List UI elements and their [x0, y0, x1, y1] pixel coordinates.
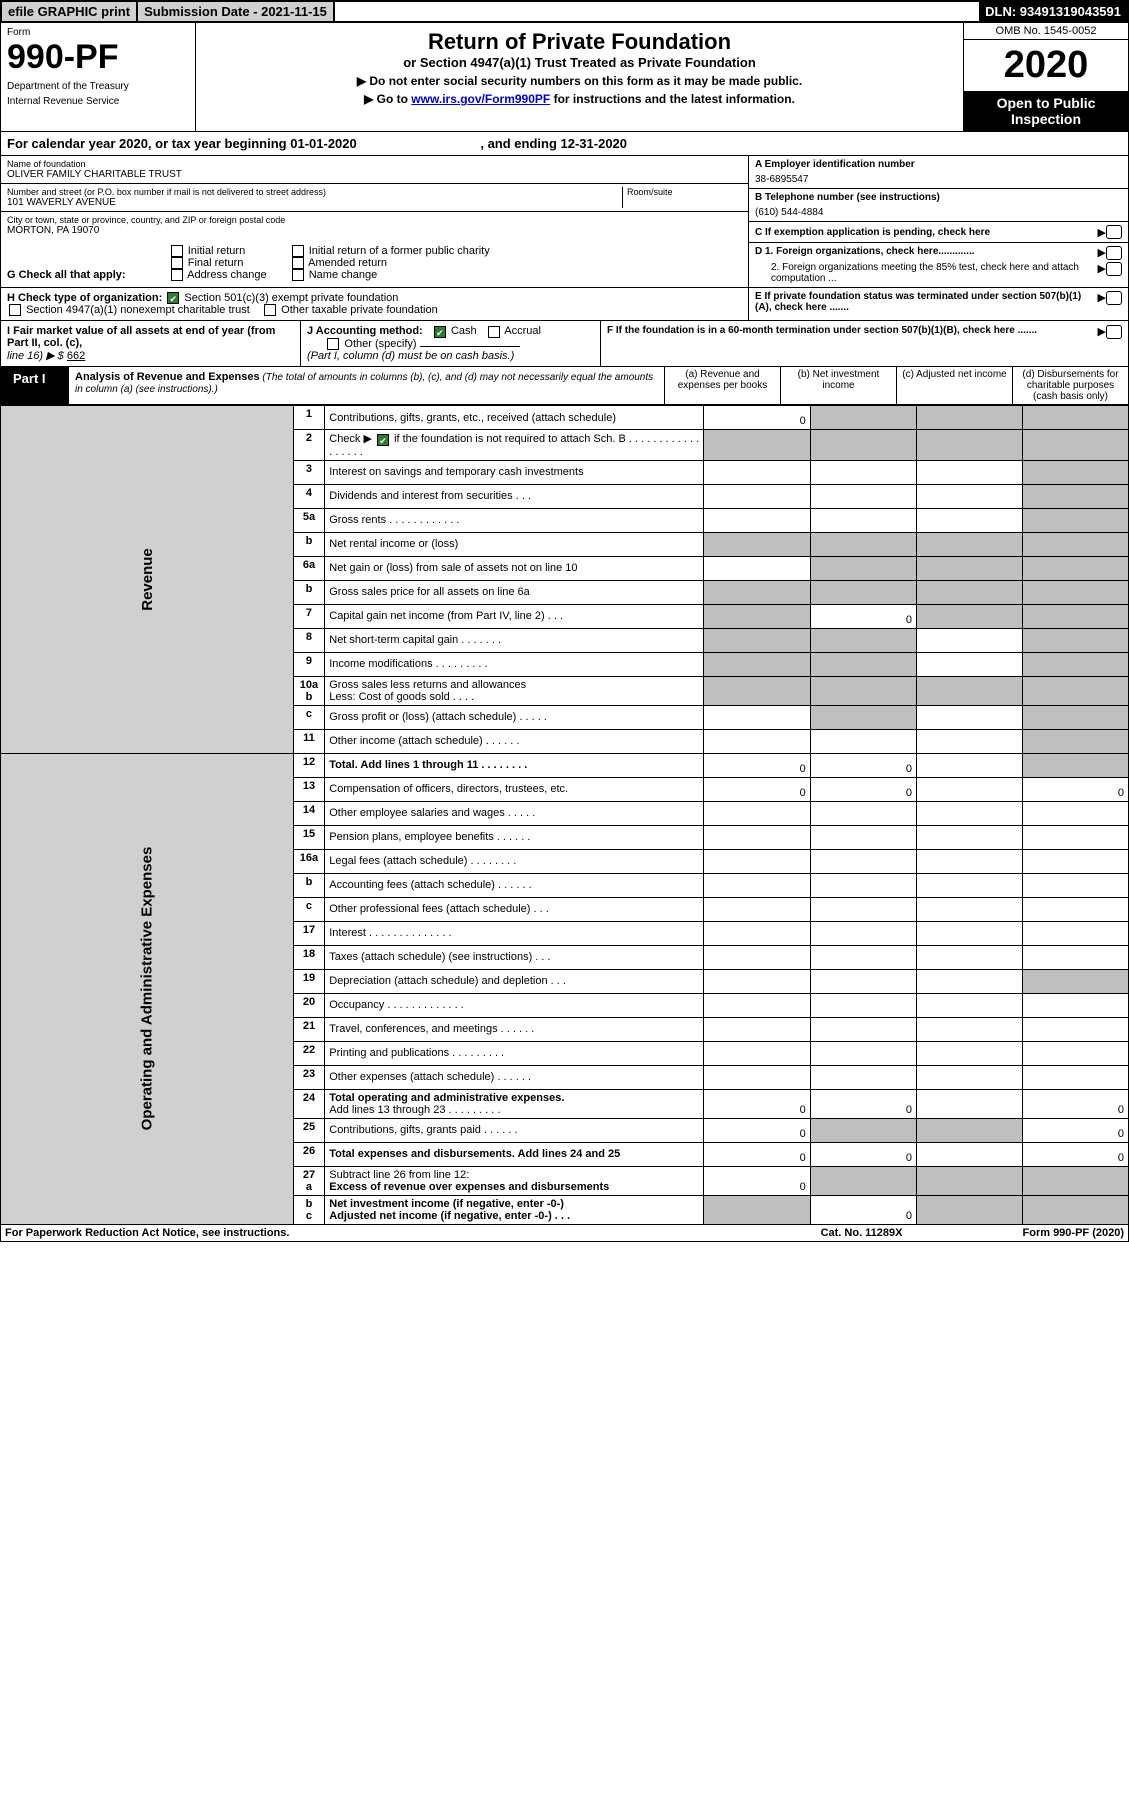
checkbox-address-change[interactable] [171, 269, 183, 281]
section-i: I Fair market value of all assets at end… [1, 321, 301, 366]
section-d: D 1. Foreign organizations, check here..… [749, 243, 1128, 288]
main-table: Revenue 1Contributions, gifts, grants, e… [0, 405, 1129, 1224]
foundation-name-cell: Name of foundation OLIVER FAMILY CHARITA… [1, 156, 748, 184]
form-title: Return of Private Foundation [202, 29, 957, 55]
checkbox-d2[interactable] [1106, 262, 1122, 276]
part1-label: Part I [1, 367, 69, 404]
dln: DLN: 93491319043591 [979, 2, 1127, 21]
foundation-name: OLIVER FAMILY CHARITABLE TRUST [7, 169, 742, 180]
open-inspection: Open to Public Inspection [964, 91, 1128, 131]
revenue-label: Revenue [138, 548, 155, 611]
checkbox-name-change[interactable] [292, 269, 304, 281]
tax-year: 2020 [964, 40, 1128, 91]
section-h: H Check type of organization: ✔ Section … [1, 287, 748, 320]
checkbox-initial-return[interactable] [171, 245, 183, 257]
checkbox-4947[interactable] [9, 304, 21, 316]
checkbox-e[interactable] [1106, 291, 1122, 305]
section-g: G Check all that apply: Initial return F… [1, 239, 748, 287]
checkbox-accrual[interactable] [488, 326, 500, 338]
submission-date: Submission Date - 2021-11-15 [138, 2, 335, 21]
street-address: 101 WAVERLY AVENUE [7, 197, 622, 208]
irs-link[interactable]: www.irs.gov/Form990PF [411, 92, 550, 106]
efile-label[interactable]: efile GRAPHIC print [2, 2, 138, 21]
checkbox-final-return[interactable] [171, 257, 183, 269]
city-cell: City or town, state or province, country… [1, 212, 748, 239]
form-ref: Form 990-PF (2020) [1023, 1227, 1125, 1239]
row-ijf: I Fair market value of all assets at end… [0, 321, 1129, 367]
section-f: F If the foundation is in a 60-month ter… [601, 321, 1128, 366]
goto-link-row: ▶ Go to www.irs.gov/Form990PF for instru… [202, 92, 957, 106]
checkbox-f[interactable] [1106, 325, 1122, 339]
part1-desc: Analysis of Revenue and Expenses (The to… [69, 367, 664, 404]
phone-value: (610) 544-4884 [755, 207, 1122, 218]
checkbox-c[interactable] [1106, 225, 1122, 239]
checkbox-other-taxable[interactable] [264, 304, 276, 316]
top-bar: efile GRAPHIC print Submission Date - 20… [0, 0, 1129, 23]
city-state-zip: MORTON, PA 19070 [7, 225, 742, 236]
checkbox-501c3[interactable]: ✔ [167, 292, 179, 304]
form-header: Form 990-PF Department of the Treasury I… [0, 23, 1129, 132]
checkbox-other-method[interactable] [327, 338, 339, 350]
ssn-warning: ▶ Do not enter social security numbers o… [202, 74, 957, 88]
expenses-label: Operating and Administrative Expenses [138, 847, 155, 1131]
section-c: C If exemption application is pending, c… [749, 222, 1128, 243]
irs-label: Internal Revenue Service [7, 96, 189, 107]
info-grid: Name of foundation OLIVER FAMILY CHARITA… [0, 156, 1129, 321]
footer: For Paperwork Reduction Act Notice, see … [0, 1225, 1129, 1242]
phone-cell: B Telephone number (see instructions) (6… [749, 189, 1128, 222]
col-d-header: (d) Disbursements for charitable purpose… [1012, 367, 1128, 404]
section-j: J Accounting method: ✔ Cash Accrual Othe… [301, 321, 601, 366]
omb-number: OMB No. 1545-0052 [964, 23, 1128, 40]
form-number: 990-PF [7, 38, 189, 77]
col-b-header: (b) Net investment income [780, 367, 896, 404]
checkbox-schb[interactable]: ✔ [377, 434, 389, 446]
calendar-year-row: For calendar year 2020, or tax year begi… [0, 132, 1129, 156]
checkbox-initial-former[interactable] [292, 245, 304, 257]
form-subtitle: or Section 4947(a)(1) Trust Treated as P… [202, 55, 957, 70]
section-e: E If private foundation status was termi… [749, 288, 1128, 316]
ein-value: 38-6895547 [755, 174, 1122, 185]
checkbox-amended[interactable] [292, 257, 304, 269]
checkbox-cash[interactable]: ✔ [434, 326, 446, 338]
form-label: Form [7, 27, 189, 38]
cat-no: Cat. No. 11289X [821, 1227, 903, 1239]
col-c-header: (c) Adjusted net income [896, 367, 1012, 404]
part1-header: Part I Analysis of Revenue and Expenses … [0, 367, 1129, 405]
dept-treasury: Department of the Treasury [7, 81, 189, 92]
ein-cell: A Employer identification number 38-6895… [749, 156, 1128, 189]
address-cell: Number and street (or P.O. box number if… [1, 184, 748, 212]
fmv-value: 662 [67, 350, 85, 362]
col-a-header: (a) Revenue and expenses per books [664, 367, 780, 404]
checkbox-d1[interactable] [1106, 246, 1122, 260]
paperwork-notice: For Paperwork Reduction Act Notice, see … [5, 1227, 289, 1239]
